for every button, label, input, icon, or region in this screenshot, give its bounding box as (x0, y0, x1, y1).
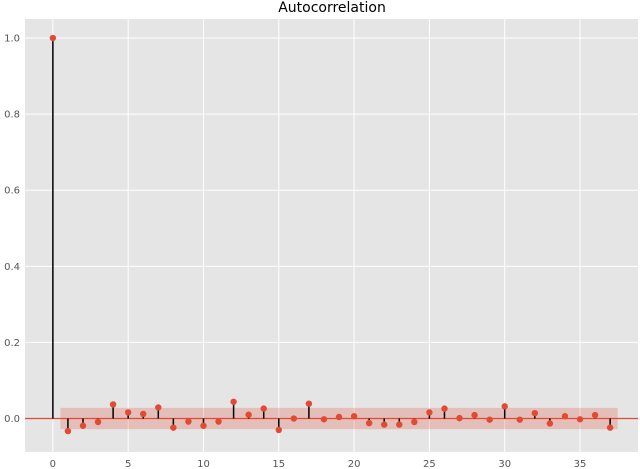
marker-lag-16 (290, 415, 298, 422)
x-tick-label-2: 10 (197, 459, 210, 469)
marker-lag-30 (501, 403, 508, 410)
x-tick-label-7: 35 (574, 459, 587, 469)
y-tick-label-0: 0.0 (4, 414, 20, 425)
marker-lag-27 (456, 414, 463, 422)
marker-lag-6 (140, 410, 147, 418)
markers (49, 34, 614, 435)
marker-lag-32 (531, 409, 539, 417)
x-tick-label-6: 30 (498, 459, 511, 469)
marker-lag-35 (576, 416, 584, 423)
marker-lag-29 (486, 416, 493, 423)
marker-lag-12 (230, 398, 237, 405)
y-tick-labels: 0.0 0.2 0.4 0.6 0.8 1.0 (4, 34, 20, 425)
marker-lag-8 (170, 424, 177, 431)
marker-lag-14 (260, 405, 267, 412)
marker-lag-20 (350, 413, 358, 420)
marker-lag-36 (591, 411, 599, 419)
marker-lag-2 (79, 422, 87, 429)
marker-lag-10 (200, 422, 207, 429)
grid-lines (25, 19, 638, 452)
y-tick-label-4: 0.8 (4, 110, 20, 121)
marker-lag-5 (124, 409, 132, 416)
marker-lag-19 (335, 413, 343, 421)
marker-lag-11 (215, 418, 222, 425)
y-tick-label-3: 0.6 (4, 186, 20, 197)
marker-lag-4 (109, 401, 117, 408)
x-tick-label-1: 5 (125, 459, 131, 469)
chart-title: Autocorrelation (278, 0, 386, 16)
marker-lag-25 (426, 409, 433, 416)
marker-lag-26 (441, 405, 448, 412)
marker-lag-34 (561, 413, 569, 420)
x-tick-label-0: 0 (50, 459, 56, 469)
x-tick-label-5: 25 (423, 459, 436, 469)
marker-lag-21 (365, 419, 373, 427)
marker-lag-0 (49, 34, 57, 42)
x-tick-label-4: 20 (348, 459, 361, 469)
marker-lag-37 (606, 424, 614, 431)
marker-lag-18 (320, 416, 328, 423)
marker-lag-33 (546, 420, 554, 427)
marker-lag-28 (471, 411, 478, 419)
marker-lag-7 (155, 404, 162, 411)
marker-lag-9 (185, 418, 192, 425)
y-tick-label-1: 0.2 (4, 338, 20, 349)
marker-lag-15 (275, 426, 282, 434)
y-tick-label-2: 0.4 (4, 262, 20, 273)
marker-lag-3 (94, 418, 102, 426)
plot-background (25, 19, 638, 452)
marker-lag-13 (245, 411, 252, 418)
x-tick-labels: 0 5 10 15 20 25 30 35 (50, 459, 587, 469)
y-tick-label-5: 1.0 (4, 34, 20, 45)
marker-lag-23 (396, 421, 403, 428)
marker-lag-31 (516, 416, 523, 423)
x-tick-label-3: 15 (272, 459, 285, 469)
marker-lag-24 (411, 418, 418, 426)
marker-lag-17 (305, 400, 313, 407)
marker-lag-1 (64, 427, 72, 435)
marker-lag-22 (381, 421, 388, 428)
